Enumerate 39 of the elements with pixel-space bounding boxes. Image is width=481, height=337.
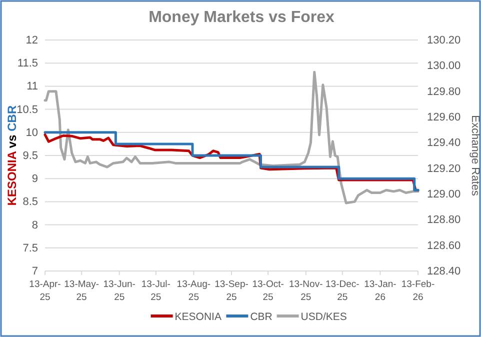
y-tick-label: 11.5 — [17, 58, 38, 70]
x-tick-label: 13-Jul-25 — [141, 279, 170, 303]
chart-title: Money Markets vs Forex — [148, 9, 335, 26]
x-tick-label: 13-Dec-25 — [326, 279, 360, 303]
y-axis-title: KESONIA vs CBR — [5, 105, 19, 206]
y2-tick-label: 130.00 — [427, 60, 461, 72]
y2-tick-label: 129.00 — [427, 188, 461, 201]
legend-label: KESONIA — [174, 311, 222, 323]
y-tick-label: 12 — [26, 34, 38, 47]
x-tick-label: 13-Jun-25 — [103, 279, 136, 303]
y2-tick-label: 129.20 — [427, 162, 461, 175]
x-tick-label: 13-May-25 — [64, 279, 99, 303]
y-tick-label: 10.5 — [16, 104, 38, 116]
y2-tick-label: 128.40 — [427, 266, 461, 278]
y-tick-label: 10 — [26, 126, 38, 139]
y-tick-label: 7 — [32, 266, 38, 278]
legend-label: USD/KES — [300, 311, 347, 323]
y2-tick-label: 128.60 — [427, 240, 461, 252]
y2-tick-label: 129.60 — [427, 112, 461, 124]
y2-tick-label: 128.80 — [427, 214, 461, 226]
x-tick-label: 13-Oct-25 — [252, 279, 284, 303]
x-tick-label: 13-Jan-26 — [364, 279, 396, 303]
y-tick-label: 8.5 — [22, 196, 38, 208]
y2-tick-label: 130.20 — [427, 34, 461, 47]
x-tick-label: 13-Feb-26 — [401, 279, 435, 303]
y-tick-label: 7.5 — [22, 242, 38, 254]
x-tick-label: 13-Sep-25 — [214, 279, 248, 303]
line-series — [44, 70, 420, 204]
y-tick-label: 11 — [26, 80, 38, 93]
y-tick-label: 8 — [32, 219, 38, 232]
y2-tick-label: 129.80 — [427, 86, 461, 98]
x-tick-label: 13-Aug-25 — [176, 279, 211, 303]
x-tick-label: 13-Apr-25 — [29, 279, 61, 303]
y-tick-label: 9 — [32, 173, 38, 186]
legend-label: CBR — [250, 311, 273, 323]
y2-axis-title: Exchange Rates — [469, 115, 481, 196]
y2-tick-label: 129.40 — [427, 137, 461, 150]
y-tick-label: 9.5 — [22, 150, 38, 162]
x-tick-label: 13-Nov-25 — [288, 279, 323, 303]
